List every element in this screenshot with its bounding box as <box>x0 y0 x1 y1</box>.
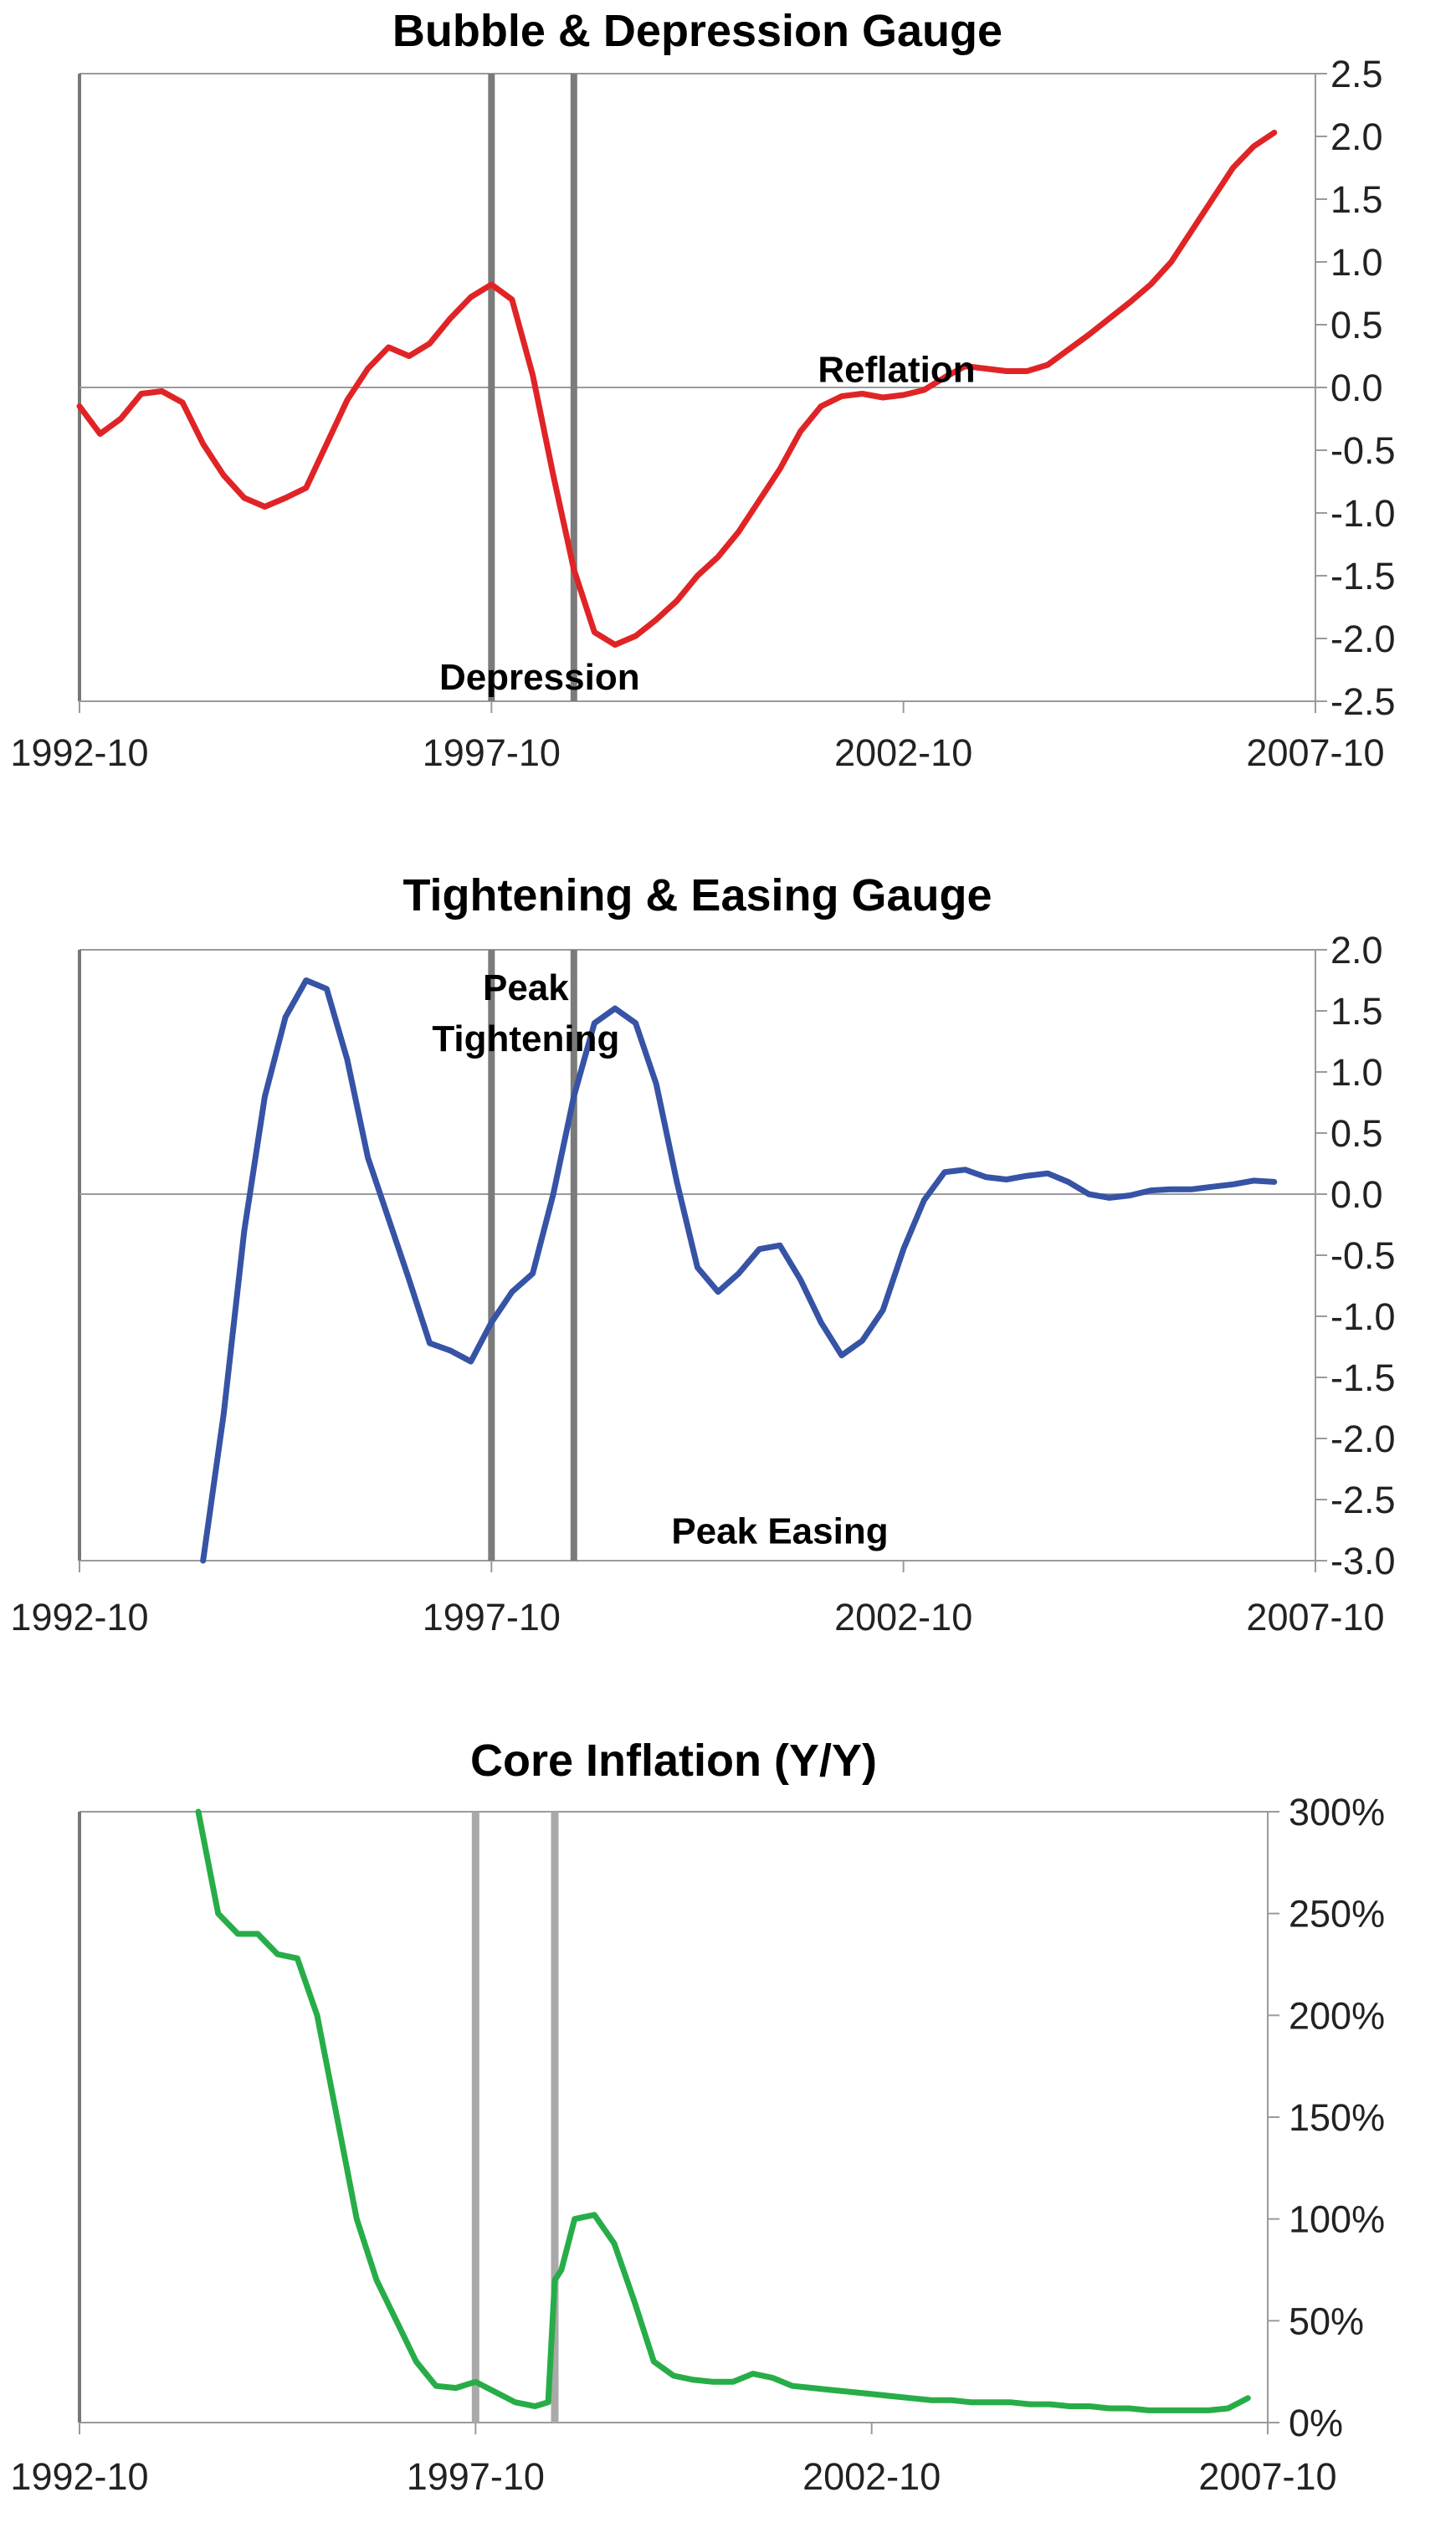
y-tick-label: -0.5 <box>1330 1234 1396 1277</box>
y-tick-label: 1.5 <box>1330 178 1383 221</box>
y-tick-label: -1.5 <box>1330 1356 1396 1399</box>
x-tick-label: 2002-10 <box>834 1596 972 1638</box>
x-tick-label: 2007-10 <box>1198 2455 1336 2498</box>
series-line <box>76 130 1278 648</box>
y-tick-label: -2.5 <box>1330 1479 1396 1521</box>
y-tick-label: -2.0 <box>1330 618 1396 660</box>
x-tick-label: 1997-10 <box>407 2455 545 2498</box>
core-inflation-panel: Core Inflation (Y/Y) 300% 250% 200% 150% 100%… <box>0 1720 1456 2523</box>
x-tick-label: 2002-10 <box>802 2455 941 2498</box>
annotation-label: Tightening <box>432 1018 619 1059</box>
y-tick-label: 1.5 <box>1330 990 1383 1033</box>
y-tick-label: -2.5 <box>1330 680 1396 723</box>
y-tick-label: -2.0 <box>1330 1418 1396 1460</box>
y-tick-label: 2.0 <box>1330 929 1383 972</box>
chart-title: Core Inflation (Y/Y) <box>470 1736 877 1786</box>
y-tick-label: 250% <box>1289 1893 1385 1936</box>
y-tick-label: -1.0 <box>1330 492 1396 535</box>
annotation-label: Peak <box>483 967 569 1008</box>
series-line <box>195 1808 1251 2413</box>
y-tick-label: -1.0 <box>1330 1295 1396 1338</box>
y-tick-label: 100% <box>1289 2198 1385 2241</box>
y-tick-label: 150% <box>1289 2096 1385 2139</box>
x-tick-label: 2007-10 <box>1246 731 1384 774</box>
y-tick-label: 0% <box>1289 2402 1343 2444</box>
y-tick-label: 0.0 <box>1330 367 1383 409</box>
x-tick-label: 1992-10 <box>10 731 148 774</box>
core-inflation-chart: Core Inflation (Y/Y) 300% 250% 200% 150% 100%… <box>10 1736 1385 2498</box>
x-tick-label: 2007-10 <box>1246 1596 1384 1638</box>
y-tick-label: 0.0 <box>1330 1173 1383 1216</box>
y-tick-label: 300% <box>1289 1791 1385 1833</box>
y-tick-label: -0.5 <box>1330 429 1396 472</box>
y-tick-label: 1.0 <box>1330 241 1383 284</box>
y-tick-label: 1.0 <box>1330 1051 1383 1094</box>
y-tick-label: 2.0 <box>1330 115 1383 158</box>
y-tick-label: 200% <box>1289 1994 1385 2037</box>
series-line <box>200 977 1278 1564</box>
chart-title: Tightening & Easing Gauge <box>402 870 992 920</box>
y-tick-label: -1.5 <box>1330 555 1396 597</box>
x-tick-label: 1997-10 <box>423 1596 561 1638</box>
bubble-depression-panel: Bubble & Depression Gauge 2.5 2.0 1.5 1.0 0.5… <box>0 0 1456 812</box>
y-tick-label: 2.5 <box>1330 53 1383 95</box>
annotation-label: Peak Easing <box>671 1511 888 1552</box>
y-tick-label: 0.5 <box>1330 304 1383 346</box>
y-tick-label: 0.5 <box>1330 1112 1383 1155</box>
x-tick-label: 2002-10 <box>834 731 972 774</box>
bubble-depression-chart: Bubble & Depression Gauge 2.5 2.0 1.5 1.0 0.5… <box>10 6 1396 774</box>
chart-title: Bubble & Depression Gauge <box>392 6 1002 56</box>
annotation-label: Depression <box>439 657 640 698</box>
tightening-easing-chart: Tightening & Easing Gauge 2.0 1.5 1.0 0.5 0.0… <box>10 870 1396 1638</box>
x-tick-label: 1992-10 <box>10 1596 148 1638</box>
annotation-label: Reflation <box>818 350 975 391</box>
tightening-easing-panel: Tightening & Easing Gauge 2.0 1.5 1.0 0.5 0.0… <box>0 862 1456 1665</box>
x-tick-label: 1992-10 <box>10 2455 148 2498</box>
y-tick-label: -3.0 <box>1330 1540 1396 1582</box>
y-tick-label: 50% <box>1289 2300 1364 2342</box>
x-tick-label: 1997-10 <box>423 731 561 774</box>
